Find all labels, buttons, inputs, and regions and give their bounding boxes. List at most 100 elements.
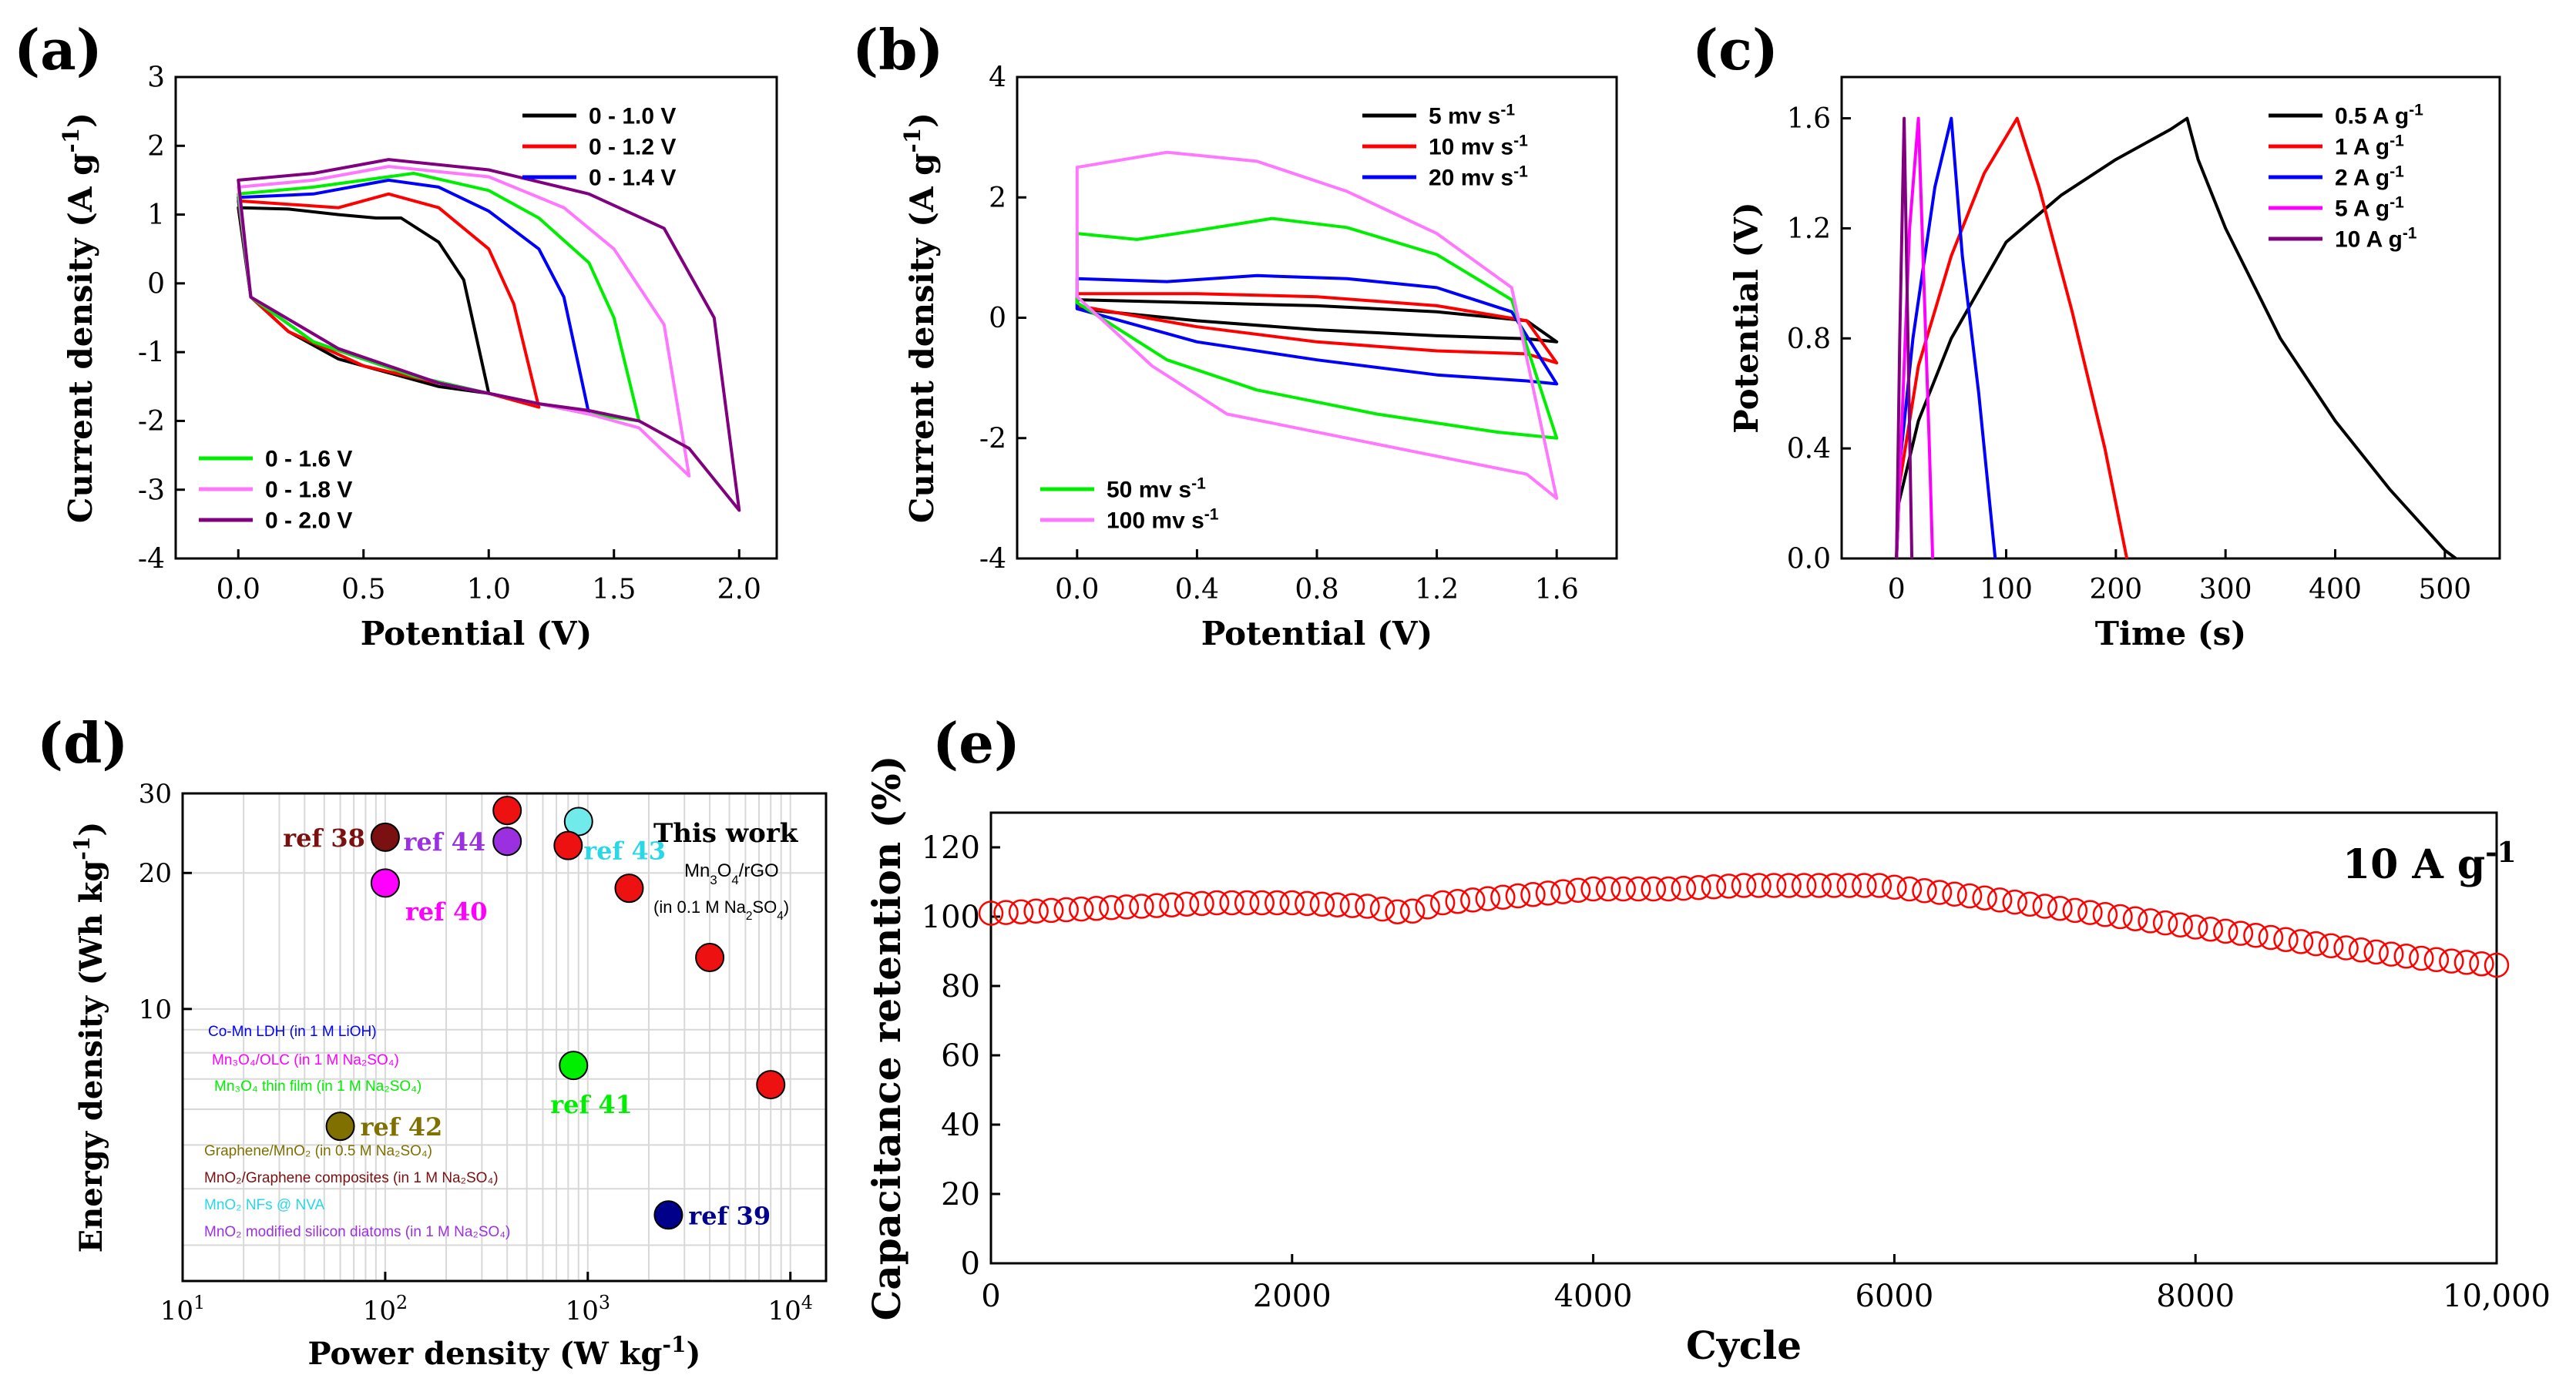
retention-marker-49: [1716, 874, 1741, 899]
x-tick-label-3-2-part: 10: [566, 1296, 599, 1326]
retention-marker-46: [1671, 875, 1697, 901]
this-work-material-part: 3: [710, 873, 717, 887]
this-work-electrolyte-part: 2: [746, 910, 753, 923]
legend-label-2-0-2-part: -1: [2390, 163, 2404, 180]
x-tick-label-3-0: 101: [160, 1292, 205, 1326]
x-tick-label-0-1: 0.5: [341, 574, 385, 605]
y-tick-label-3-2: 30: [139, 779, 172, 810]
x-tick-label-4-2: 4000: [1554, 1279, 1633, 1314]
x-tick-label-4-0: 0: [981, 1279, 1000, 1314]
x-tick-label-3-0-part: 1: [193, 1292, 205, 1313]
x-tick-label-1-3-part: 1.2: [1415, 574, 1459, 605]
panel-a-chart: 0.0 0.5 1.0 1.5 2.0 -4 -3 -2 -1 0 1 2 3 Potential (V)…: [56, 62, 778, 652]
retention-marker-82: [2213, 918, 2238, 944]
y-axis-label-1-part: -1: [898, 128, 925, 153]
data-point-2: [492, 827, 522, 857]
x-tick-label-2-0: 0: [1888, 574, 1906, 605]
x-tick-label-2-1-part: 100: [1980, 574, 2033, 605]
retention-marker-78: [2152, 910, 2178, 936]
retention-marker-68: [2002, 889, 2027, 915]
reference-note-4: MnO₂/Graphene composites (in 1 M Na₂SO₄): [204, 1170, 499, 1186]
legend-label-1-0-0: 5 mv s-1: [1429, 101, 1515, 129]
legend-label-2-0-2: 2 A g-1: [2335, 163, 2404, 191]
retention-marker-72: [2062, 897, 2088, 924]
x-axis-label-2-part: Time (s): [2095, 615, 2246, 652]
x-tick-label-2-2: 200: [2089, 574, 2142, 605]
legend-label-1-0-1-part: 10 mv s: [1429, 135, 1513, 160]
retention-marker-96: [2423, 947, 2450, 973]
y-tick-label-0-0: -4: [138, 544, 165, 575]
legend-label-1-1-0-part: 50 mv s: [1107, 478, 1191, 503]
legend-label-2-0-4: 10 A g-1: [2335, 224, 2417, 253]
retention-marker-27: [1385, 899, 1410, 924]
retention-marker-38: [1550, 879, 1576, 904]
y-tick-label-1-0: -4: [979, 544, 1006, 575]
y-tick-label-2-0: 0.0: [1787, 544, 1831, 575]
retention-marker-90: [2333, 935, 2359, 961]
this-work-electrolyte: (in 0.1 M Na2SO4): [653, 897, 789, 923]
reference-note-3: Graphene/MnO₂ (in 0.5 M Na₂SO₄): [204, 1143, 432, 1159]
retention-marker-40: [1580, 876, 1606, 902]
this-work-electrolyte-part: SO: [752, 897, 777, 917]
reference-note-0: Co-Mn LDH (in 1 M LiOH): [208, 1024, 377, 1040]
retention-marker-20: [1279, 890, 1305, 916]
y-axis-label-4-part: Capacitance retention (%): [864, 756, 909, 1321]
panel-b-chart: 0.0 0.4 0.8 1.2 1.6 -4 -2 0 2 4 Potential (V) Curre…: [898, 62, 1618, 652]
retention-marker-30: [1429, 890, 1456, 916]
this-work-material-part: /rGO: [739, 860, 779, 881]
retention-marker-23: [1325, 892, 1350, 917]
y-axis-label-1-part: Current density (A g: [903, 153, 941, 523]
y-tick-label-4-6: 120: [922, 830, 980, 866]
retention-marker-95: [2409, 945, 2434, 971]
panel-e-chart: 0 2000 4000 6000 8000 10,000 0 20 40 60 80 100 120 Cy…: [864, 756, 2551, 1368]
x-tick-label-0-3-part: 1.5: [592, 574, 636, 605]
legend-label-2-0-0: 0.5 A g-1: [2335, 101, 2423, 129]
series-line-1-3: [1075, 216, 1559, 440]
retention-marker-65: [1956, 883, 1983, 909]
data-point-1: [492, 796, 522, 826]
this-work-material-part: 4: [731, 873, 738, 887]
y-axis-label-4: Capacitance retention (%): [864, 756, 909, 1321]
y-tick-label-4-5: 100: [922, 900, 980, 935]
retention-marker-70: [2032, 894, 2058, 919]
retention-marker-63: [1926, 880, 1953, 905]
legend-label-1-1-0-part: -1: [1191, 475, 1206, 492]
legend-label-0-1-0: 0 - 1.6 V: [265, 447, 352, 472]
retention-marker-0: [978, 900, 1004, 926]
reference-note-6: MnO₂ modified silicon diatoms (in 1 M Na…: [204, 1224, 510, 1240]
x-tick-label-1-0: 0.0: [1055, 574, 1099, 605]
y-tick-label-4-4: 80: [941, 969, 980, 1004]
legend-label-0-0-0-part: 0 - 1.0 V: [589, 104, 676, 129]
y-tick-label-1-2: 0: [989, 303, 1006, 334]
x-tick-label-0-2: 1.0: [467, 574, 511, 605]
retention-marker-29: [1415, 894, 1440, 920]
y-axis-label-0-part: ): [62, 112, 99, 128]
legend-label-0-0-2: 0 - 1.4 V: [589, 166, 676, 191]
series-line-2-4: [1895, 116, 1914, 559]
current-density-annotation-part: -1: [2485, 836, 2516, 869]
y-tick-label-4-2: 40: [941, 1108, 980, 1143]
legend-label-2-0-4-part: 10 A g: [2335, 227, 2403, 253]
retention-marker-77: [2138, 908, 2163, 934]
x-tick-label-3-1-part: 2: [396, 1292, 408, 1313]
x-tick-label-2-1: 100: [1980, 574, 2033, 605]
this-work-electrolyte-part: ): [784, 897, 789, 917]
x-tick-label-4-4: 8000: [2156, 1279, 2235, 1314]
x-axis-label-4: Cycle: [1686, 1323, 1802, 1368]
x-tick-label-1-4-part: 1.6: [1535, 574, 1579, 605]
point-label-10: ref 42: [361, 1112, 443, 1142]
retention-marker-91: [2348, 937, 2374, 963]
x-tick-label-2-3: 300: [2199, 574, 2252, 605]
legend-label-2-0-0-part: 0.5 A g: [2335, 104, 2409, 129]
retention-marker-45: [1656, 876, 1681, 902]
y-tick-label-1-3: 2: [989, 183, 1006, 214]
legend-label-2-0-3: 5 A g-1: [2335, 193, 2404, 222]
panel-e-letter: (e): [932, 710, 1020, 776]
retention-marker-74: [2092, 902, 2118, 927]
legend-label-2-0-1-part: 1 A g: [2335, 135, 2390, 160]
retention-marker-41: [1595, 876, 1621, 902]
retention-marker-92: [2363, 939, 2389, 965]
data-point-7: [695, 943, 725, 973]
retention-marker-13: [1174, 891, 1200, 917]
retention-marker-11: [1144, 893, 1170, 918]
